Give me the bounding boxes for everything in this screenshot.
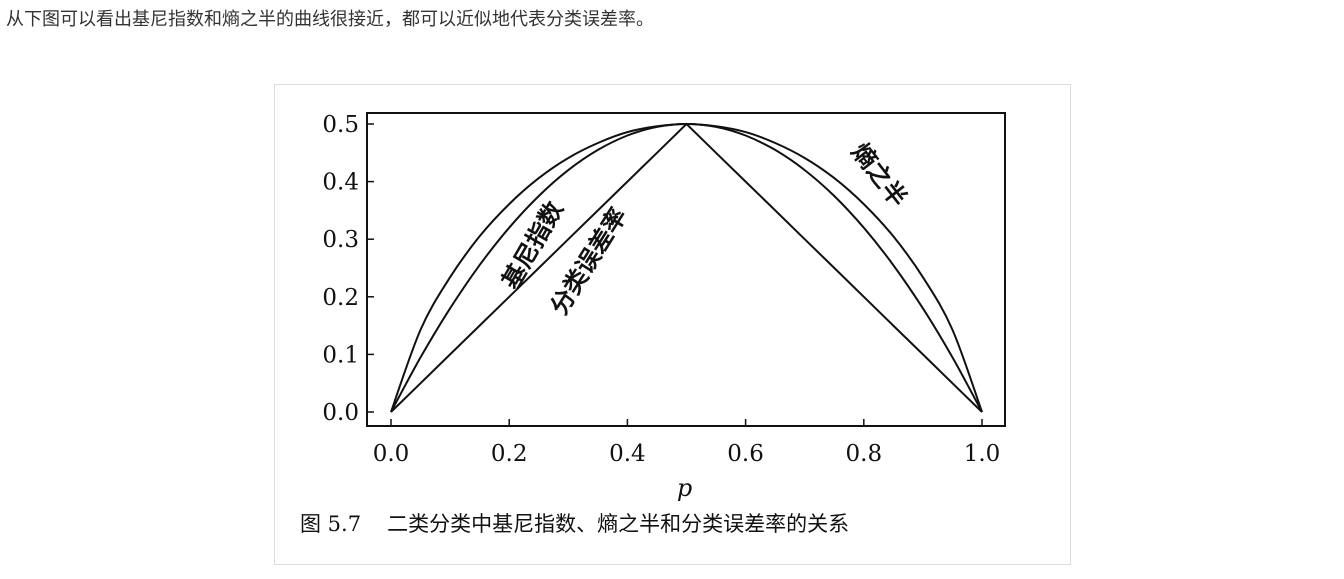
y-tick-label: 0.4: [322, 170, 359, 196]
series-line-2: [390, 122, 983, 413]
x-tick-label: 0.6: [727, 441, 764, 467]
y-tick-label: 0.0: [322, 400, 359, 426]
x-tick-label: 0.8: [846, 441, 883, 467]
series-line-0: [390, 122, 983, 413]
series-annotation-0: 熵之半: [845, 137, 913, 212]
figure-number: 图 5.7: [300, 512, 362, 536]
figure-caption: 图 5.7 二类分类中基尼指数、熵之半和分类误差率的关系: [300, 509, 849, 539]
figure-container: [274, 84, 1071, 565]
y-tick-label: 0.2: [322, 285, 359, 311]
x-axis-label: p: [677, 474, 692, 502]
figure-caption-text: 二类分类中基尼指数、熵之半和分类误差率的关系: [387, 512, 850, 536]
x-tick-label: 0.0: [373, 441, 410, 467]
x-tick-label: 0.2: [491, 441, 528, 467]
intro-paragraph: 从下图可以看出基尼指数和熵之半的曲线很接近，都可以近似地代表分类误差率。: [6, 9, 654, 30]
y-tick-label: 0.3: [322, 227, 359, 253]
y-tick-label: 0.1: [322, 342, 359, 368]
y-tick-label: 0.5: [322, 112, 359, 138]
series-line-1: [390, 122, 983, 413]
x-tick-label: 0.4: [609, 441, 646, 467]
plot-frame: [366, 112, 1006, 427]
x-tick-label: 1.0: [964, 441, 1001, 467]
series-annotation-1: 基尼指数: [496, 195, 570, 294]
